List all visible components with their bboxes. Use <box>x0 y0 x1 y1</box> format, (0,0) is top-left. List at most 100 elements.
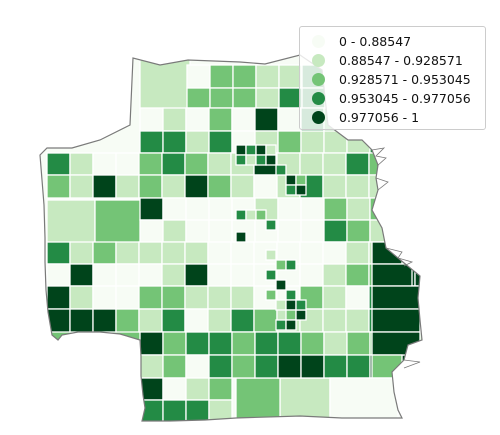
tract-cell <box>345 152 370 176</box>
tract-cell <box>185 219 210 243</box>
tract-cell <box>232 64 257 89</box>
tract-cell <box>45 329 143 421</box>
tract-cell <box>186 64 211 89</box>
tract-cell <box>391 152 416 176</box>
tract-cell <box>162 399 187 421</box>
legend-item: 0.928571 - 0.953045 <box>312 70 485 89</box>
tract-cell <box>368 152 393 176</box>
tract-cell <box>300 354 325 379</box>
tract-cell <box>162 219 187 243</box>
tract-cell <box>300 331 325 356</box>
tract-cell <box>161 263 186 287</box>
tract-cell <box>345 263 370 287</box>
tract-cell <box>138 174 163 199</box>
tract-cell <box>277 197 302 221</box>
tract-cell <box>438 264 461 286</box>
tract-cell <box>161 241 186 265</box>
legend-marker-class-3 <box>312 73 325 86</box>
tract-cell <box>414 152 422 176</box>
tract-cell <box>255 154 267 166</box>
tract-cell <box>255 87 280 109</box>
tract-cell <box>275 299 287 311</box>
tract-cell <box>92 285 117 310</box>
tract-cell <box>46 263 71 287</box>
tract-cell <box>185 130 210 154</box>
tract-cell <box>208 354 233 379</box>
tract-cell <box>184 174 209 199</box>
tract-cell <box>208 130 233 154</box>
tract-cell <box>322 308 347 333</box>
tract-cell <box>322 285 347 310</box>
tract-cell <box>46 241 71 265</box>
legend-item: 0.88547 - 0.928571 <box>312 51 485 70</box>
tract-cell <box>138 263 163 287</box>
tract-cell <box>207 174 232 199</box>
tract-cell <box>277 219 302 243</box>
tract-cell <box>208 197 233 221</box>
legend-marker-class-2 <box>312 54 325 67</box>
tract-cell <box>285 174 297 186</box>
tract-cell <box>371 308 421 333</box>
legend-marker-class-1 <box>312 35 325 48</box>
tract-cell <box>277 107 302 132</box>
tract-cell <box>185 107 210 132</box>
tract-cell <box>295 309 307 321</box>
tract-cell <box>323 130 348 154</box>
tract-cell <box>285 259 297 271</box>
tract-cell <box>69 241 94 265</box>
tract-cell <box>439 198 462 220</box>
tract-cell <box>415 354 422 379</box>
tract-cell <box>439 220 462 242</box>
tract-cell <box>265 269 277 281</box>
tract-cell <box>185 197 210 221</box>
tract-cell <box>161 285 186 310</box>
tract-cell <box>392 219 417 243</box>
tract-cell <box>245 209 257 221</box>
tract-cell <box>69 152 94 176</box>
tract-cell <box>94 199 143 246</box>
tract-cell <box>300 197 325 221</box>
tract-cell <box>92 308 117 333</box>
tract-cell <box>231 331 256 356</box>
tract-cell <box>161 152 186 176</box>
tract-cell <box>265 249 277 261</box>
tract-cell <box>230 241 255 265</box>
tract-cell <box>186 87 211 109</box>
tract-cell <box>415 219 422 243</box>
tract-cell <box>208 219 233 243</box>
tract-cell <box>322 152 347 176</box>
tract-cell <box>138 308 163 333</box>
legend-label: 0.953045 - 0.977056 <box>339 91 471 106</box>
tract-cell <box>438 242 461 264</box>
tract-cell <box>185 399 210 421</box>
tract-cell <box>115 263 140 287</box>
tract-cell <box>162 107 187 132</box>
tract-cell <box>92 174 117 199</box>
tract-cell <box>162 130 187 154</box>
tract-cell <box>438 286 461 309</box>
tract-cell <box>208 377 233 401</box>
tract-cell <box>115 308 140 333</box>
tract-cell <box>392 197 417 221</box>
legend-item: 0 - 0.88547 <box>312 32 485 51</box>
tract-cell <box>346 331 371 356</box>
tract-cell <box>438 175 461 198</box>
tract-cell <box>461 286 484 309</box>
tract-cell <box>184 285 209 310</box>
tract-cell <box>207 241 232 265</box>
tract-cell <box>69 174 94 199</box>
tract-cell <box>184 308 209 333</box>
tract-cell <box>299 263 324 287</box>
tract-cell <box>439 131 462 153</box>
tract-cell <box>46 199 96 246</box>
tract-cell <box>439 332 462 355</box>
tract-cell <box>209 64 234 89</box>
tract-cell <box>69 285 94 310</box>
tract-cell <box>92 152 117 176</box>
tract-cell <box>369 197 394 221</box>
legend-label: 0.928571 - 0.953045 <box>339 72 471 87</box>
tract-cell <box>461 153 484 175</box>
tract-cell <box>345 285 370 310</box>
tract-cell <box>322 241 347 265</box>
tract-cell <box>230 263 255 287</box>
